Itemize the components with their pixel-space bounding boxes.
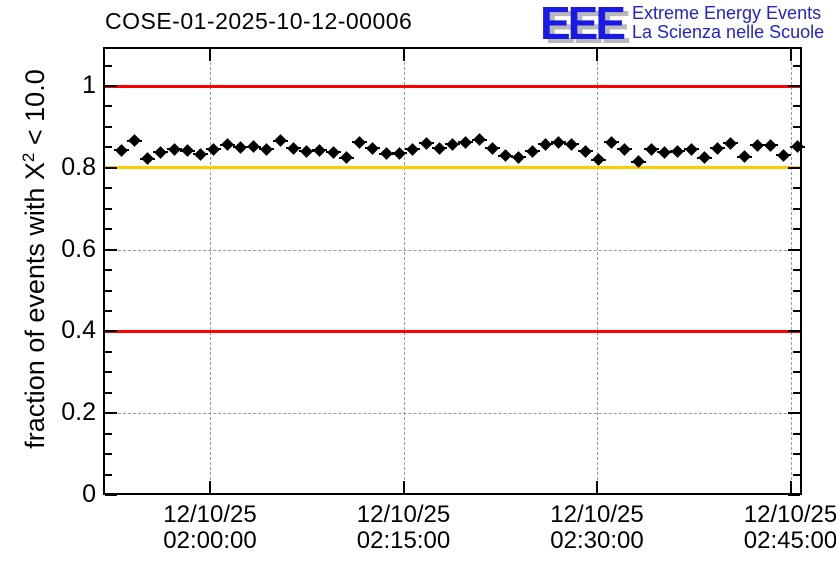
plot-frame bbox=[103, 47, 802, 495]
x-axis-tick bbox=[789, 481, 792, 493]
y-axis-tick-right bbox=[788, 412, 800, 415]
x-tick-date: 12/10/25 bbox=[550, 501, 644, 528]
y-tick-label: 1 bbox=[82, 71, 96, 99]
horizontal-gridline bbox=[103, 249, 802, 251]
y-axis-tick-right bbox=[793, 350, 800, 353]
y-axis-tick-right bbox=[793, 473, 800, 476]
y-axis-tick bbox=[105, 371, 112, 374]
y-axis-tick-right bbox=[793, 453, 800, 456]
x-tick-date: 12/10/25 bbox=[163, 501, 257, 528]
y-axis-tick-right bbox=[793, 105, 800, 108]
y-axis-tick bbox=[105, 432, 112, 435]
y-axis-tick bbox=[105, 289, 112, 292]
eee-logo-letters: EEE bbox=[540, 0, 626, 49]
eee-logo-line1: Extreme Energy Events bbox=[632, 3, 822, 23]
y-axis-tick bbox=[105, 125, 112, 128]
y-axis-tick-right bbox=[793, 64, 800, 67]
y-axis-tick-right bbox=[788, 494, 800, 496]
x-axis-tick-top bbox=[402, 49, 405, 61]
vertical-gridline bbox=[597, 47, 598, 495]
x-tick-date: 12/10/25 bbox=[356, 501, 451, 528]
y-tick-label: 0.4 bbox=[61, 316, 96, 345]
x-tick-date: 12/10/25 bbox=[743, 501, 836, 528]
y-tick-label: 0 bbox=[82, 480, 96, 508]
x-tick-label: 12/10/25 02:45:00 bbox=[711, 502, 836, 554]
y-axis-tick bbox=[105, 207, 112, 210]
eee-logo: EEE Extreme Energy Events La Scienza nel… bbox=[540, 0, 836, 49]
chart-title: COSE-01-2025-10-12-00006 bbox=[105, 8, 413, 34]
x-tick-time: 02:30:00 bbox=[550, 527, 644, 554]
reference-line-warning-level bbox=[103, 166, 802, 170]
y-axis-tick-right bbox=[793, 228, 800, 231]
y-axis-tick-right bbox=[788, 85, 800, 87]
vertical-gridline bbox=[403, 47, 405, 495]
eee-logo-text: Extreme Energy Events La Scienza nelle S… bbox=[632, 4, 824, 42]
y-axis-tick bbox=[105, 228, 112, 231]
horizontal-gridline bbox=[103, 413, 802, 415]
y-tick-label: 0.8 bbox=[61, 152, 96, 181]
y-axis-tick bbox=[105, 309, 112, 312]
y-axis-tick bbox=[105, 248, 117, 251]
y-axis-tick bbox=[105, 85, 117, 87]
y-axis-tick-right bbox=[793, 391, 800, 394]
reference-line-upper-limit bbox=[103, 84, 802, 88]
y-axis-tick bbox=[105, 473, 112, 476]
y-axis-tick-right bbox=[793, 187, 800, 190]
y-tick-label: 0.6 bbox=[61, 234, 96, 263]
y-axis-tick bbox=[105, 494, 117, 496]
reference-line-lower-limit bbox=[103, 329, 802, 333]
y-axis-tick-right bbox=[788, 248, 800, 251]
x-axis-tick-top bbox=[209, 49, 211, 61]
y-axis-tick-right bbox=[793, 269, 800, 272]
x-tick-time: 02:45:00 bbox=[743, 527, 836, 554]
x-tick-label: 12/10/25 02:15:00 bbox=[324, 502, 484, 554]
eee-logo-line2: La Scienza nelle Scuole bbox=[632, 22, 825, 42]
x-tick-time: 02:15:00 bbox=[356, 527, 451, 554]
y-axis-tick bbox=[105, 105, 112, 108]
x-axis-tick-top bbox=[596, 49, 598, 61]
y-axis-tick bbox=[105, 269, 112, 272]
y-axis-tick bbox=[105, 166, 117, 169]
y-axis-tick-right bbox=[793, 289, 800, 292]
vertical-gridline bbox=[210, 47, 211, 495]
y-axis-tick bbox=[105, 64, 112, 67]
y-axis-tick-right bbox=[793, 309, 800, 312]
y-axis-tick bbox=[105, 350, 112, 353]
x-axis-tick-top bbox=[789, 49, 792, 61]
y-axis-tick bbox=[105, 187, 112, 190]
y-axis-tick bbox=[105, 412, 117, 415]
y-axis-tick-right bbox=[793, 207, 800, 210]
x-axis-tick bbox=[402, 481, 405, 493]
vertical-gridline bbox=[790, 47, 792, 495]
y-axis-tick bbox=[105, 391, 112, 394]
x-axis-tick bbox=[209, 481, 211, 493]
y-axis-tick-right bbox=[788, 166, 800, 169]
x-tick-time: 02:00:00 bbox=[163, 527, 257, 554]
y-tick-label: 0.2 bbox=[61, 398, 96, 427]
y-axis-tick-right bbox=[793, 125, 800, 128]
y-axis-tick bbox=[105, 146, 112, 149]
y-axis-tick-right bbox=[793, 432, 800, 435]
y-axis-tick-right bbox=[788, 330, 800, 333]
x-tick-label: 12/10/25 02:30:00 bbox=[517, 502, 677, 554]
y-axis-tick bbox=[105, 453, 112, 456]
x-axis-tick bbox=[596, 481, 598, 493]
y-axis-tick bbox=[105, 330, 117, 333]
x-tick-label: 12/10/25 02:00:00 bbox=[130, 502, 290, 554]
y-axis-tick-right bbox=[793, 371, 800, 374]
